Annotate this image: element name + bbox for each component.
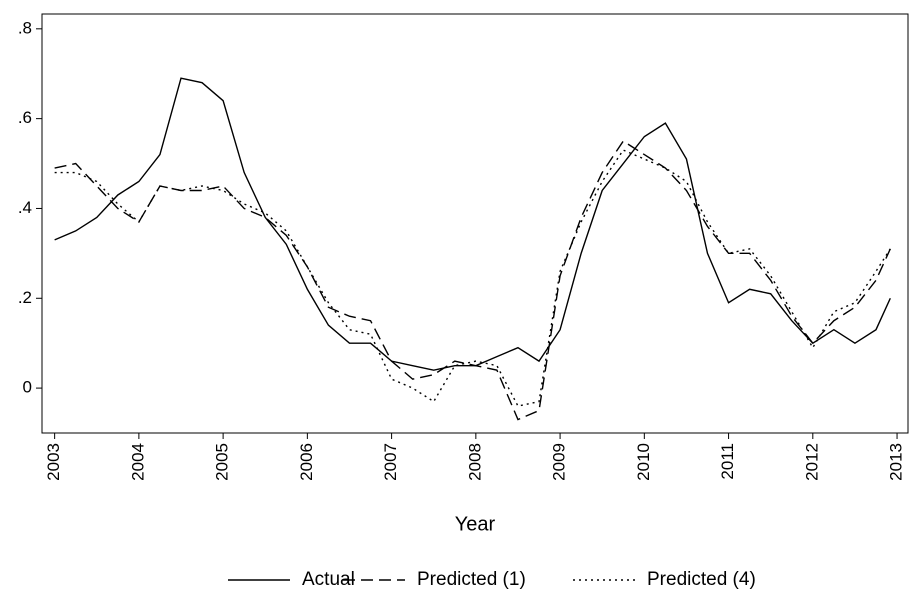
x-tick-label: 2011 (718, 443, 737, 480)
y-tick-label: .6 (18, 108, 32, 127)
x-tick-label: 2012 (802, 443, 821, 481)
x-tick-label: 2009 (550, 443, 569, 481)
x-tick-label: 2005 (213, 443, 232, 481)
x-tick-label: 2004 (128, 443, 147, 481)
x-tick-label: 2006 (297, 443, 316, 481)
y-tick-label: .2 (18, 288, 32, 307)
legend-label: Predicted (1) (417, 569, 526, 590)
series-line (54, 140, 891, 421)
series-line (54, 77, 891, 371)
x-axis-label: Year (455, 513, 496, 535)
series-line (54, 149, 891, 407)
y-tick-label: .8 (18, 18, 32, 37)
x-tick-label: 2010 (634, 443, 653, 481)
legend-label: Actual (302, 569, 355, 590)
x-tick-label: 2008 (465, 443, 484, 481)
x-tick-label: 2013 (887, 443, 906, 481)
y-tick-label: .4 (18, 198, 32, 217)
x-tick-label: 2007 (381, 443, 400, 481)
legend-label: Predicted (4) (647, 569, 756, 590)
x-tick-label: 2003 (44, 443, 63, 481)
y-tick-label: 0 (23, 378, 32, 397)
plot-frame (41, 13, 909, 434)
